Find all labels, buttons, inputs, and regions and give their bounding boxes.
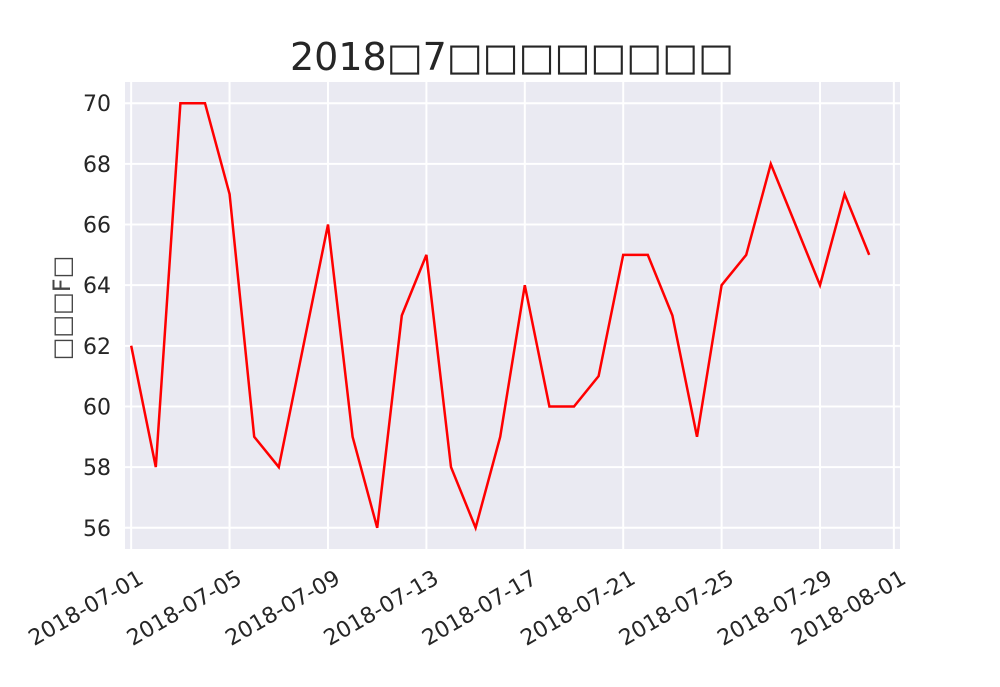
y-tick-label: 60 <box>83 395 111 420</box>
y-tick-label: 64 <box>83 274 111 299</box>
y-tick-label: 68 <box>83 153 111 178</box>
y-tick-label: 70 <box>83 92 111 117</box>
grid <box>125 82 900 549</box>
temperature-line <box>129 101 871 532</box>
plot-area <box>125 82 900 549</box>
y-tick-label: 58 <box>83 456 111 481</box>
y-axis-label: □□□F□ <box>48 256 76 361</box>
y-tick-label: 56 <box>83 517 111 542</box>
y-tick-label: 66 <box>83 214 111 239</box>
y-tick-label: 62 <box>83 335 111 360</box>
chart-title: 2018□7□□□□□□□□ <box>290 35 734 79</box>
y-axis: 56 58 60 62 64 66 68 70 <box>83 92 111 542</box>
x-axis: 2018-07-012018-07-052018-07-092018-07-13… <box>25 566 911 652</box>
